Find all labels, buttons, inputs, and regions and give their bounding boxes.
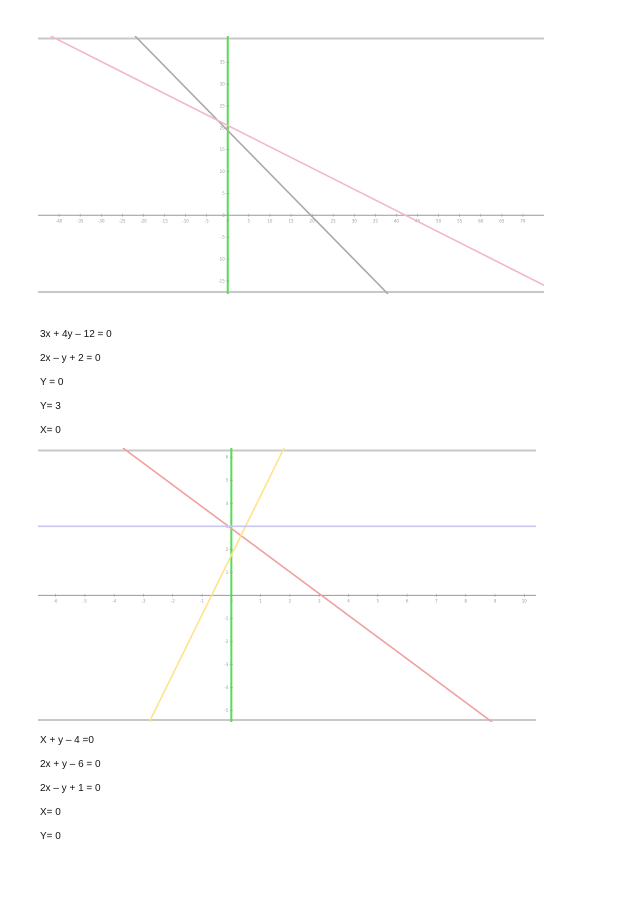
x-tick-label: -5	[83, 598, 87, 603]
x-tick-label: 10	[267, 218, 273, 223]
y-tick-label: 6	[226, 455, 229, 460]
x-tick-label: 5	[377, 598, 380, 603]
equation-2-1: X + y – 4 =0	[40, 735, 94, 746]
x-tick-label: -30	[98, 218, 105, 223]
x-tick-label: 25	[331, 218, 337, 223]
equation-1-4: Y= 3	[40, 401, 61, 412]
x-tick-label: 2	[289, 598, 292, 603]
x-tick-label: 3	[318, 598, 321, 603]
x-tick-label: 20	[310, 218, 316, 223]
x-tick-label: -15	[161, 218, 168, 223]
y-tick-label: 0	[222, 213, 225, 218]
x-tick-label: -40	[56, 218, 63, 223]
equation-1-3: Y = 0	[40, 377, 64, 388]
y-tick-label: -10	[218, 257, 225, 262]
y-tick-label: 1	[226, 570, 229, 575]
y-tick-label: 30	[220, 82, 226, 87]
equation-2-5: Y= 0	[40, 831, 61, 842]
x-tick-label: 30	[352, 218, 358, 223]
x-tick-label: -10	[182, 218, 189, 223]
x-tick-label: 1	[259, 598, 262, 603]
y-tick-label: -5	[221, 235, 225, 240]
x-tick-label: 60	[478, 218, 484, 223]
x-tick-label: -3	[141, 598, 145, 603]
y-tick-label: -3	[224, 662, 228, 667]
y-tick-label: 20	[220, 125, 226, 130]
x-tick-label: 6	[406, 598, 409, 603]
x-tick-label: -20	[140, 218, 147, 223]
equation-1-1: 3x + 4y – 12 = 0	[40, 329, 112, 340]
equation-2-2: 2x + y – 6 = 0	[40, 759, 101, 770]
x-tick-label: -2	[171, 598, 175, 603]
x-tick-label: 65	[499, 218, 505, 223]
x-tick-label: -6	[54, 598, 58, 603]
x-tick-label: 5	[248, 218, 251, 223]
graph-1: -40-35-30-25-20-15-10-505101520253035404…	[38, 36, 544, 294]
y-tick-label: -5	[224, 708, 228, 713]
y-tick-label: 35	[220, 60, 226, 65]
equation-2-4: X= 0	[40, 807, 61, 818]
y-tick-label: -15	[218, 278, 225, 283]
x-tick-label: 50	[436, 218, 442, 223]
x-tick-label: 70	[520, 218, 526, 223]
x-tick-label: 9	[494, 598, 497, 603]
y-tick-label: 25	[220, 103, 226, 108]
series-line-1	[134, 36, 389, 294]
x-tick-label: 10	[522, 598, 528, 603]
y-tick-label: 10	[220, 169, 226, 174]
series-line-2	[148, 448, 285, 722]
y-tick-label: -1	[224, 616, 228, 621]
x-tick-label: -5	[205, 218, 209, 223]
equation-2-3: 2x – y + 1 = 0	[40, 783, 101, 794]
x-tick-label: 35	[373, 218, 379, 223]
x-tick-label: -25	[119, 218, 126, 223]
y-tick-label: -4	[224, 685, 228, 690]
x-tick-label: 15	[288, 218, 294, 223]
y-tick-label: 5	[222, 191, 225, 196]
x-tick-label: 4	[347, 598, 350, 603]
y-tick-label: 5	[226, 478, 229, 483]
x-tick-label: -35	[77, 218, 84, 223]
x-tick-label: 8	[464, 598, 467, 603]
x-tick-label: 0	[230, 598, 233, 603]
x-tick-label: 7	[435, 598, 438, 603]
y-tick-label: -2	[224, 639, 228, 644]
x-tick-label: -1	[200, 598, 204, 603]
series-line-2	[50, 36, 544, 286]
x-tick-label: 0	[226, 218, 229, 223]
x-tick-label: 55	[457, 218, 463, 223]
series-line-1	[122, 448, 493, 722]
y-tick-label: 15	[220, 147, 226, 152]
y-tick-label: 2	[226, 547, 229, 552]
equation-1-2: 2x – y + 2 = 0	[40, 353, 101, 364]
x-tick-label: 40	[394, 218, 400, 223]
x-tick-label: -4	[112, 598, 116, 603]
y-tick-label: 4	[226, 501, 229, 506]
equation-1-5: X= 0	[40, 425, 61, 436]
